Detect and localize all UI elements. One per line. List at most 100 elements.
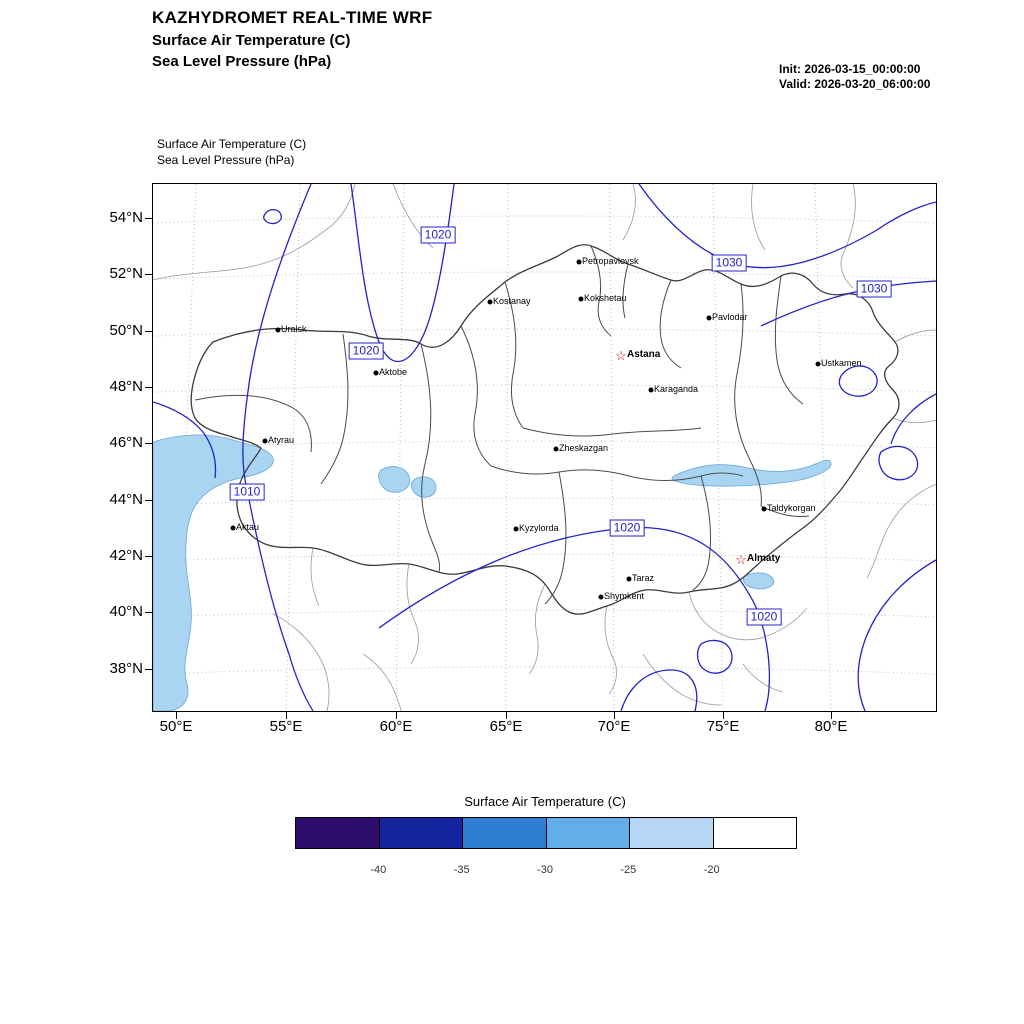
city-label: Kyzylorda	[519, 523, 559, 533]
colorbar-segment	[629, 818, 713, 848]
x-axis-label: 60°E	[379, 718, 413, 735]
city-dot-icon	[578, 296, 584, 302]
aral-sea-west	[378, 466, 411, 493]
graticule-lines	[153, 184, 936, 711]
x-axis-label: 70°E	[597, 718, 631, 735]
run-times: Init: 2026-03-15_00:00:00 Valid: 2026-03…	[779, 62, 930, 92]
capital-city-label: Astana	[627, 349, 661, 360]
city-dot-icon	[598, 594, 604, 600]
colorbar-segment	[712, 818, 796, 848]
city-label: Pavlodar	[712, 312, 748, 322]
city-label: Ustkamen	[821, 358, 862, 368]
map-caption-pressure: Sea Level Pressure (hPa)	[157, 153, 295, 167]
x-axis-label: 80°E	[814, 718, 848, 735]
caspian-sea	[153, 434, 274, 711]
city-label: Atyrau	[268, 435, 295, 445]
y-axis-label: 50°N	[109, 322, 143, 339]
x-axis-tick	[723, 712, 724, 719]
colorbar-tick-label: -25	[620, 864, 637, 876]
y-axis-tick	[145, 500, 152, 501]
colorbar-segment	[378, 818, 462, 848]
city-label: Karaganda	[654, 384, 699, 394]
city-dot-icon	[626, 576, 632, 582]
valid-time: Valid: 2026-03-20_06:00:00	[779, 77, 931, 91]
city-dot-icon	[230, 525, 236, 531]
capital-city-label: Almaty	[747, 553, 781, 564]
map-plot: Petropavlovsk Kostanay Kokshetau Pavlodar Ur…	[109, 183, 937, 735]
capital-star-icon: ☆	[615, 348, 627, 364]
city-label: Uralsk	[281, 324, 307, 334]
y-axis-label: 40°N	[109, 603, 143, 620]
city-label: Kostanay	[493, 296, 531, 306]
y-axis-label: 48°N	[109, 378, 143, 395]
header: KAZHYDROMET REAL-TIME WRF Surface Air Te…	[152, 8, 432, 70]
x-axis-tick	[176, 712, 177, 719]
pressure-value-label: 1030	[711, 254, 747, 272]
pressure-value-label: 1020	[609, 519, 645, 537]
city-dot-icon	[576, 259, 582, 265]
page-subtitle-temperature: Surface Air Temperature (C)	[152, 32, 351, 49]
y-axis-tick	[145, 443, 152, 444]
aral-sea-east	[411, 476, 437, 498]
y-axis-tick	[145, 612, 152, 613]
pressure-value-label: 1020	[348, 342, 384, 360]
y-axis-tick	[145, 387, 152, 388]
y-axis-label: 52°N	[109, 265, 143, 282]
city-label: Shymkent	[604, 591, 645, 601]
city-dot-icon	[648, 387, 654, 393]
map-canvas	[153, 184, 936, 711]
city-dot-icon	[706, 315, 712, 321]
page-title: KAZHYDROMET REAL-TIME WRF	[152, 8, 433, 27]
pressure-value-label: 1020	[746, 608, 782, 626]
colorbar-segment	[462, 818, 546, 848]
x-axis-label: 55°E	[269, 718, 303, 735]
city-label: Petropavlovsk	[582, 256, 639, 266]
city-dot-icon	[553, 446, 559, 452]
city-dot-icon	[761, 506, 767, 512]
city-label: Taldykorgan	[767, 503, 816, 513]
city-dot-icon	[513, 526, 519, 532]
city-label: Taraz	[632, 573, 655, 583]
x-axis-tick	[614, 712, 615, 719]
colorbar-tick-label: -30	[537, 864, 553, 876]
colorbar-tick-labels: -40 -35 -30 -25 -20	[295, 864, 795, 880]
x-axis-label: 65°E	[489, 718, 523, 735]
foreign-borders	[153, 184, 936, 711]
map-caption-temperature: Surface Air Temperature (C)	[157, 137, 307, 151]
pressure-value-label: 1020	[420, 226, 456, 244]
city-dot-icon	[487, 299, 493, 305]
temperature-colorbar	[295, 817, 797, 849]
city-label: Aktobe	[379, 367, 408, 377]
lake-balkhash	[671, 459, 832, 487]
y-axis-label: 44°N	[109, 491, 143, 508]
colorbar-segment	[545, 818, 629, 848]
lake-issyk-kul	[743, 572, 775, 590]
y-axis-label: 46°N	[109, 434, 143, 451]
colorbar-tick-label: -20	[703, 864, 720, 876]
city-label: Kokshetau	[584, 293, 627, 303]
capital-star-icon: ☆	[735, 552, 747, 568]
city-dot-icon	[815, 361, 821, 367]
pressure-value-label: 1010	[229, 483, 265, 501]
y-axis-tick	[145, 556, 152, 557]
init-time: Init: 2026-03-15_00:00:00	[779, 62, 921, 76]
x-axis-label: 75°E	[706, 718, 740, 735]
city-label: Aktau	[236, 522, 260, 532]
y-axis-tick	[145, 218, 152, 219]
y-axis-tick	[145, 669, 152, 670]
x-axis-tick	[506, 712, 507, 719]
city-dot-icon	[373, 370, 379, 376]
x-axis-tick	[396, 712, 397, 719]
y-axis-label: 54°N	[109, 209, 143, 226]
city-dot-icon	[262, 438, 268, 444]
kazakhstan-border	[190, 244, 900, 615]
isobar-contours	[153, 184, 936, 711]
y-axis-tick	[145, 331, 152, 332]
city-label: Zheskazgan	[559, 443, 609, 453]
x-axis-tick	[286, 712, 287, 719]
water-bodies	[153, 434, 832, 711]
x-axis-label: 50°E	[159, 718, 193, 735]
page-subtitle-pressure: Sea Level Pressure (hPa)	[152, 53, 332, 70]
x-axis-tick	[831, 712, 832, 719]
